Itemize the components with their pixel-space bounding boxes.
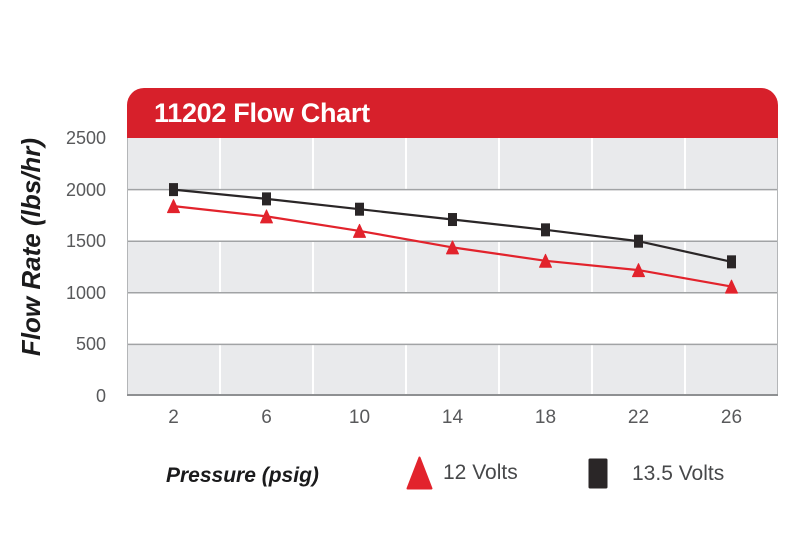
x-tick-label: 18 <box>534 407 557 428</box>
data-point-triangle-12-volts <box>725 279 738 294</box>
x-tick-label: 14 <box>441 407 464 428</box>
data-point-triangle-12-volts <box>539 253 552 268</box>
square-marker-shape <box>588 458 608 489</box>
y-tick-label: 1000 <box>65 282 106 303</box>
x-axis-title: Pressure (psig) <box>166 464 319 487</box>
y-tick-label: 2500 <box>65 128 106 148</box>
x-tick-label: 2 <box>168 407 179 428</box>
data-point-square-13-5-volts <box>727 255 736 269</box>
plot-band <box>127 138 778 191</box>
y-tick-label: 500 <box>75 334 106 355</box>
triangle-marker-outline <box>406 456 433 490</box>
triangle-marker-shape <box>407 457 432 489</box>
data-point-square-13-5-volts <box>634 234 643 248</box>
data-point-square-13-5-volts <box>541 223 550 237</box>
square-marker-icon <box>588 458 608 489</box>
chart-title: 11202 Flow Chart <box>154 97 370 128</box>
data-point-square-13-5-volts <box>169 183 178 197</box>
chart-title-bar: 11202 Flow Chart <box>127 88 778 138</box>
data-point-triangle-12-volts <box>353 223 366 238</box>
triangle-marker-icon <box>406 456 433 490</box>
x-tick-label: 22 <box>627 407 650 428</box>
data-point-triangle-12-volts <box>167 199 180 214</box>
legend-label-13-5-volts: 13.5 Volts <box>632 461 725 485</box>
legend-item-13-5-volts: 13.5 Volts <box>588 458 724 489</box>
x-tick-label: 26 <box>720 407 743 428</box>
x-tick-label: 10 <box>348 407 371 428</box>
x-tick-label: 6 <box>261 407 272 428</box>
data-point-square-13-5-volts <box>355 202 364 216</box>
legend-label-12-volts: 12 Volts <box>443 461 518 484</box>
y-tick-label: 0 <box>95 386 106 406</box>
data-point-triangle-12-volts <box>260 209 273 224</box>
y-tick-label: 2000 <box>65 179 106 200</box>
plot-area <box>127 138 778 396</box>
plot-band <box>127 344 778 396</box>
plot-band <box>127 292 778 345</box>
y-tick-label: 1500 <box>65 231 106 252</box>
data-point-square-13-5-volts <box>262 192 271 206</box>
data-point-triangle-12-volts <box>632 263 645 278</box>
legend-item-12-volts: 12 Volts <box>406 456 518 490</box>
data-point-triangle-12-volts <box>446 240 459 255</box>
data-point-square-13-5-volts <box>448 213 457 227</box>
